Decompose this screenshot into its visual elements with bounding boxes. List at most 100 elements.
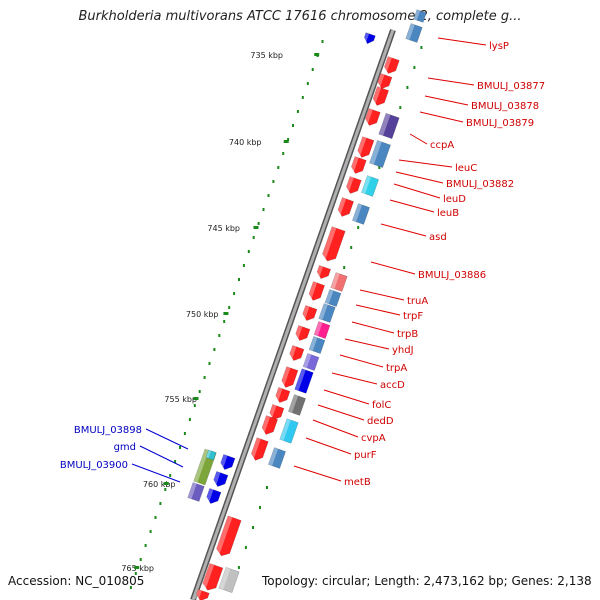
label-leader bbox=[419, 111, 464, 123]
inner-tick bbox=[237, 566, 240, 569]
accession-text: Accession: NC_010805 bbox=[8, 574, 145, 588]
gene-label: trpA bbox=[386, 363, 407, 374]
gene-block bbox=[294, 368, 314, 394]
label-leaders bbox=[131, 37, 487, 483]
gene-shine bbox=[301, 305, 310, 320]
gene-shine bbox=[314, 321, 323, 336]
gene-block bbox=[352, 203, 370, 225]
gene-shine bbox=[330, 272, 340, 289]
scale-tick bbox=[272, 180, 275, 183]
major-tick bbox=[223, 312, 229, 315]
scale-tick bbox=[311, 68, 314, 71]
label-leader bbox=[393, 183, 441, 199]
gene-block bbox=[302, 353, 320, 371]
gene-block bbox=[268, 447, 286, 469]
gene-block bbox=[288, 394, 306, 416]
gene-arrow-red bbox=[301, 305, 318, 321]
scale-tick bbox=[301, 96, 304, 99]
gene-block bbox=[313, 321, 331, 339]
gene-block bbox=[405, 23, 423, 43]
gene-block bbox=[361, 175, 379, 197]
scale-tick bbox=[203, 376, 206, 379]
gene-block bbox=[294, 368, 314, 394]
inner-tick bbox=[259, 506, 261, 509]
inner-tick bbox=[252, 526, 254, 529]
major-tick bbox=[283, 140, 289, 143]
gene-shine bbox=[378, 113, 391, 136]
gene-label: metB bbox=[344, 477, 371, 488]
gene-label: BMULJ_03882 bbox=[446, 179, 514, 190]
scale-tick bbox=[218, 334, 221, 337]
gene-label: truA bbox=[407, 296, 428, 307]
label-leader bbox=[293, 465, 342, 482]
gene-block bbox=[302, 353, 320, 371]
label-leader bbox=[355, 304, 401, 316]
gene-arrow-red bbox=[260, 415, 278, 435]
gene-shine bbox=[325, 289, 334, 304]
gene-block bbox=[352, 203, 370, 225]
gene-shine bbox=[294, 325, 303, 340]
gene-block bbox=[218, 566, 240, 594]
gene-shine bbox=[318, 303, 328, 320]
gene-block bbox=[288, 394, 306, 416]
gene-shine bbox=[344, 176, 354, 193]
label-leader bbox=[370, 261, 416, 275]
gene-arrow-red bbox=[344, 176, 362, 194]
gene-arrow-blue bbox=[362, 32, 376, 45]
gene-arrow bbox=[302, 305, 318, 321]
scale-tick bbox=[296, 110, 299, 113]
gene-shine bbox=[280, 366, 291, 387]
gene-shine bbox=[288, 394, 299, 413]
gene-arrow bbox=[337, 197, 354, 217]
gene-shine bbox=[187, 482, 197, 499]
major-tick bbox=[253, 226, 259, 229]
inner-tick bbox=[378, 166, 381, 169]
gene-block bbox=[187, 482, 205, 502]
gene-label: folC bbox=[372, 400, 391, 411]
gene-arrow-red bbox=[356, 136, 375, 158]
gene-shine bbox=[218, 567, 231, 590]
gene-block bbox=[324, 289, 342, 307]
gene-block bbox=[279, 418, 299, 444]
gene-shine bbox=[279, 418, 291, 441]
gene-shine bbox=[219, 454, 228, 469]
scale-tick bbox=[159, 502, 162, 505]
gene-arrow-red bbox=[294, 325, 311, 341]
gene-block bbox=[308, 336, 326, 354]
gene-arrow-red bbox=[363, 108, 381, 126]
scale-tick bbox=[149, 530, 152, 533]
gene-arrow bbox=[202, 563, 224, 591]
scale-tick bbox=[252, 236, 255, 239]
gene-shine bbox=[205, 449, 212, 459]
gene-label: cvpA bbox=[361, 433, 386, 444]
gene-shine bbox=[193, 448, 209, 483]
label-leader bbox=[395, 171, 444, 184]
gene-arrow-red bbox=[320, 226, 346, 262]
gene-arrow bbox=[206, 488, 222, 504]
gene-label: dedD bbox=[367, 416, 394, 427]
gene-shine bbox=[303, 353, 312, 368]
label-leader bbox=[323, 389, 370, 405]
scale-tick bbox=[144, 544, 147, 547]
gene-block bbox=[369, 140, 391, 168]
gene-arrow-red bbox=[382, 56, 400, 74]
gene-block bbox=[369, 140, 391, 168]
scale-tick bbox=[188, 418, 191, 421]
inner-tick bbox=[413, 66, 416, 69]
scale-tick bbox=[238, 278, 240, 281]
label-leader bbox=[139, 445, 184, 468]
scale-tick bbox=[169, 474, 172, 477]
gene-block bbox=[308, 336, 326, 354]
gene-arrow bbox=[372, 86, 389, 106]
inner-tick bbox=[244, 546, 247, 549]
gene-arrow-blue bbox=[205, 488, 222, 504]
gene-arrow bbox=[213, 471, 229, 487]
gene-block bbox=[330, 272, 348, 292]
scale-tick bbox=[292, 124, 294, 127]
gene-shine bbox=[205, 488, 214, 503]
gene-label: BMULJ_03878 bbox=[471, 101, 539, 112]
gene-block bbox=[413, 9, 427, 23]
gene-arrow bbox=[275, 387, 291, 403]
major-tick bbox=[314, 53, 320, 56]
gene-shine bbox=[363, 108, 373, 125]
